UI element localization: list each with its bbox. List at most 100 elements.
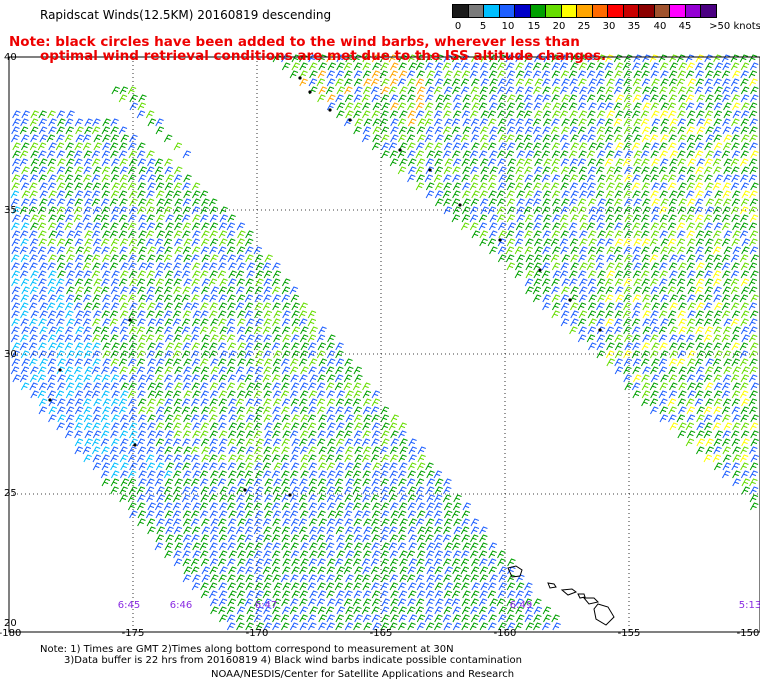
wind-barb	[505, 110, 515, 119]
wind-barb	[209, 238, 219, 247]
wind-barb	[433, 470, 443, 479]
wind-barb	[165, 430, 174, 439]
wind-barb	[650, 222, 660, 231]
wind-barb	[298, 494, 308, 503]
wind-barb	[452, 142, 461, 151]
wind-barb	[695, 390, 704, 399]
wind-barb	[344, 78, 353, 87]
wind-barb	[174, 382, 183, 391]
wind-barb	[326, 574, 335, 583]
wind-barb	[334, 486, 344, 495]
wind-barb	[352, 486, 362, 495]
wind-barb	[318, 454, 327, 463]
wind-barb	[577, 334, 587, 343]
wind-barb	[398, 54, 407, 63]
wind-barb	[606, 166, 615, 175]
wind-barb	[200, 438, 210, 447]
wind-barb	[92, 422, 101, 431]
wind-barb	[316, 382, 326, 391]
wind-barb	[109, 198, 119, 207]
wind-barb	[732, 422, 741, 431]
wind-barb	[714, 198, 723, 207]
wind-barb	[714, 86, 723, 95]
wind-barb	[145, 454, 155, 463]
wind-barb	[415, 166, 425, 175]
wind-barb	[281, 366, 291, 375]
wind-barb	[29, 278, 39, 287]
wind-barb	[326, 462, 336, 471]
wind-barb	[245, 510, 254, 519]
wind-barb	[443, 518, 453, 527]
wind-barb	[102, 350, 111, 359]
wind-barb	[120, 222, 129, 231]
wind-barb	[605, 214, 614, 223]
wind-barb	[532, 198, 542, 207]
wind-barb	[660, 254, 669, 263]
wind-barb	[542, 622, 551, 631]
wind-barb	[605, 326, 614, 335]
wind-barb	[354, 86, 363, 95]
wind-barb	[263, 398, 272, 407]
wind-barb	[127, 294, 137, 303]
wind-barb	[326, 358, 336, 367]
wind-barb	[713, 326, 722, 335]
wind-barb	[38, 230, 47, 239]
wind-barb	[713, 110, 723, 119]
wind-barb	[253, 550, 263, 559]
wind-barb	[65, 214, 74, 223]
wind-barb	[237, 262, 246, 271]
wind-barb	[281, 62, 291, 71]
wind-barb	[668, 406, 677, 415]
wind-barb	[182, 230, 191, 239]
wind-barb	[371, 142, 381, 151]
wind-barb	[299, 430, 309, 439]
wind-barb	[525, 254, 535, 263]
wind-barb	[262, 590, 272, 599]
wind-barb	[381, 518, 390, 527]
wind-barb	[362, 430, 371, 439]
wind-barb	[614, 206, 623, 215]
wind-barb	[226, 614, 236, 623]
wind-barb	[155, 294, 164, 303]
wind-barb	[325, 542, 335, 551]
wind-barb	[20, 350, 30, 359]
wind-barb	[379, 470, 389, 479]
wind-barb	[118, 278, 128, 287]
wind-barb	[208, 262, 218, 271]
wind-barb	[713, 382, 723, 391]
wind-barb	[29, 358, 38, 367]
wind-barb	[714, 302, 723, 311]
wind-barb	[695, 238, 705, 247]
wind-barb	[137, 302, 146, 311]
wind-barb	[586, 262, 596, 271]
wind-barb	[109, 310, 119, 319]
wind-barb	[506, 142, 516, 151]
wind-barb	[713, 118, 722, 127]
wind-barb	[182, 222, 192, 231]
wind-barb	[696, 302, 705, 311]
wind-barb	[118, 406, 128, 415]
wind-barb	[164, 318, 173, 327]
wind-barb	[218, 470, 227, 479]
wind-barb	[442, 534, 452, 543]
wind-barb	[613, 54, 623, 63]
wind-barb	[667, 246, 677, 255]
wind-barb	[273, 310, 282, 319]
wind-barb	[91, 270, 101, 279]
wind-barb	[101, 478, 111, 487]
wind-barb	[623, 78, 632, 87]
wind-barb	[712, 270, 722, 279]
wind-barb	[165, 174, 174, 183]
wind-barb	[569, 118, 579, 127]
wind-barb	[480, 110, 489, 119]
wind-barb	[380, 494, 389, 503]
wind-barb	[533, 606, 543, 615]
wind-barb	[623, 286, 633, 295]
wind-barb	[46, 382, 56, 391]
wind-barb	[371, 110, 380, 119]
wind-barb	[129, 286, 138, 295]
wind-barb	[740, 414, 749, 423]
wind-barb	[154, 390, 164, 399]
wind-barb	[658, 326, 668, 335]
wind-barb	[101, 174, 111, 183]
